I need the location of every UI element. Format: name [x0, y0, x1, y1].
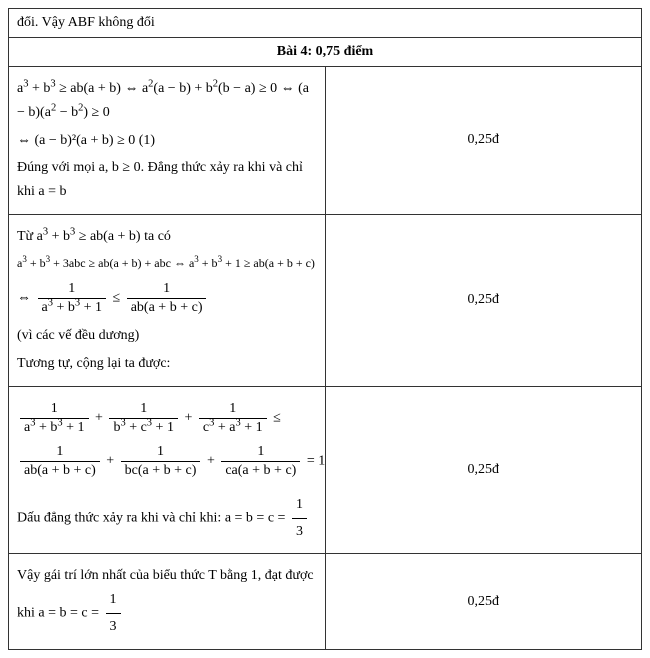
row2-l1-post: ta có	[144, 229, 171, 244]
row2-l3-sym: ⇔	[17, 291, 35, 306]
frac-lhs: 1 a3 + b3 + 1	[38, 281, 107, 316]
frac-num: 1	[38, 281, 107, 298]
row4-eq-lhs: a = b = c =	[38, 606, 102, 621]
frac-f: 1 ca(a + b + c)	[221, 444, 300, 479]
row4-line: Vậy gái trí lớn nhất của biểu thức T bằn…	[17, 564, 317, 638]
row2-line5: Tương tự, cộng lại ta được:	[17, 352, 317, 376]
frac-den: c3 + a3 + 1	[199, 418, 267, 436]
row2-l1-pre: Từ	[17, 229, 37, 244]
frac-num: 1	[20, 444, 100, 461]
row3-equality: Dấu đẳng thức xảy ra khi và chỉ khi: a =…	[17, 493, 317, 544]
frac-num: 1	[106, 588, 121, 613]
eq-one: = 1	[307, 453, 325, 468]
frac-den: ab(a + b + c)	[20, 461, 100, 479]
row2-line4: (vì các vế đều dương)	[17, 324, 317, 348]
frac-c: 1 c3 + a3 + 1	[199, 401, 267, 436]
frac-den: ab(a + b + c)	[127, 298, 207, 316]
section-header: Bài 4: 0,75 điểm	[9, 38, 642, 67]
plus: +	[184, 410, 195, 425]
row1-content: a3 + b3 ≥ ab(a + b) ⇔ a2(a − b) + b2(b −…	[9, 67, 326, 215]
row1-score: 0,25đ	[325, 67, 642, 215]
le: ≤	[273, 410, 281, 425]
row4-content: Vậy gái trí lớn nhất của biểu thức T bằn…	[9, 554, 326, 649]
frac-den: a3 + b3 + 1	[38, 298, 107, 316]
row1-line2: ⇔ (a − b)²(a + b) ≥ 0 (1)	[17, 129, 317, 153]
frac-num: 1	[20, 401, 89, 418]
row3-content: 1 a3 + b3 + 1 + 1 b3 + c3 + 1 + 1 c3 + a…	[9, 386, 326, 554]
row-top: đổi. Vậy ABF không đổi	[9, 9, 642, 38]
row2-score: 0,25đ	[325, 214, 642, 386]
frac-num: 1	[109, 401, 178, 418]
row3-score: 0,25đ	[325, 386, 642, 554]
frac-num: 1	[127, 281, 207, 298]
plus: +	[106, 453, 117, 468]
frac-den: b3 + c3 + 1	[109, 418, 178, 436]
frac-den: ca(a + b + c)	[221, 461, 300, 479]
frac-den: bc(a + b + c)	[121, 461, 201, 479]
plus: +	[207, 453, 218, 468]
solution-table: đổi. Vậy ABF không đổi Bài 4: 0,75 điểm …	[8, 8, 642, 650]
plus: +	[95, 410, 106, 425]
row3-sumline-lhs: 1 a3 + b3 + 1 + 1 b3 + c3 + 1 + 1 c3 + a…	[17, 401, 317, 436]
row3-eq-lhs: a = b = c =	[225, 510, 289, 525]
row4-score: 0,25đ	[325, 554, 642, 649]
frac-num: 1	[221, 444, 300, 461]
frac-e: 1 bc(a + b + c)	[121, 444, 201, 479]
row1-line3: Đúng với mọi a, b ≥ 0. Đẳng thức xảy ra …	[17, 156, 317, 204]
frac-num: 1	[121, 444, 201, 461]
frac-rhs: 1 ab(a + b + c)	[127, 281, 207, 316]
frac-den: 3	[106, 613, 121, 639]
frac-den: a3 + b3 + 1	[20, 418, 89, 436]
row2-rel: ≤	[113, 291, 124, 306]
frac-third: 1 3	[292, 493, 307, 544]
row2-line2: a3 + b3 + 3abc ≥ ab(a + b) + abc ⇔ a3 + …	[17, 253, 317, 273]
section-title: Bài 4: 0,75 điểm	[277, 44, 373, 59]
frac-d: 1 ab(a + b + c)	[20, 444, 100, 479]
row-top-text: đổi. Vậy ABF không đổi	[17, 15, 155, 30]
frac-num: 1	[292, 493, 307, 518]
row2-content: Từ a3 + b3 ≥ ab(a + b) ta có a3 + b3 + 3…	[9, 214, 326, 386]
frac-den: 3	[292, 518, 307, 544]
frac-b: 1 b3 + c3 + 1	[109, 401, 178, 436]
row3-sumline-rhs: 1 ab(a + b + c) + 1 bc(a + b + c) + 1 ca…	[17, 444, 317, 479]
row2-line3: ⇔ 1 a3 + b3 + 1 ≤ 1 ab(a + b + c)	[17, 281, 317, 316]
frac-a: 1 a3 + b3 + 1	[20, 401, 89, 436]
frac-third-2: 1 3	[106, 588, 121, 639]
row1-line1: a3 + b3 ≥ ab(a + b) ⇔ a2(a − b) + b2(b −…	[17, 77, 317, 125]
row3-eq-pre: Dấu đẳng thức xảy ra khi và chỉ khi:	[17, 510, 225, 525]
row2-line1: Từ a3 + b3 ≥ ab(a + b) ta có	[17, 225, 317, 249]
frac-num: 1	[199, 401, 267, 418]
